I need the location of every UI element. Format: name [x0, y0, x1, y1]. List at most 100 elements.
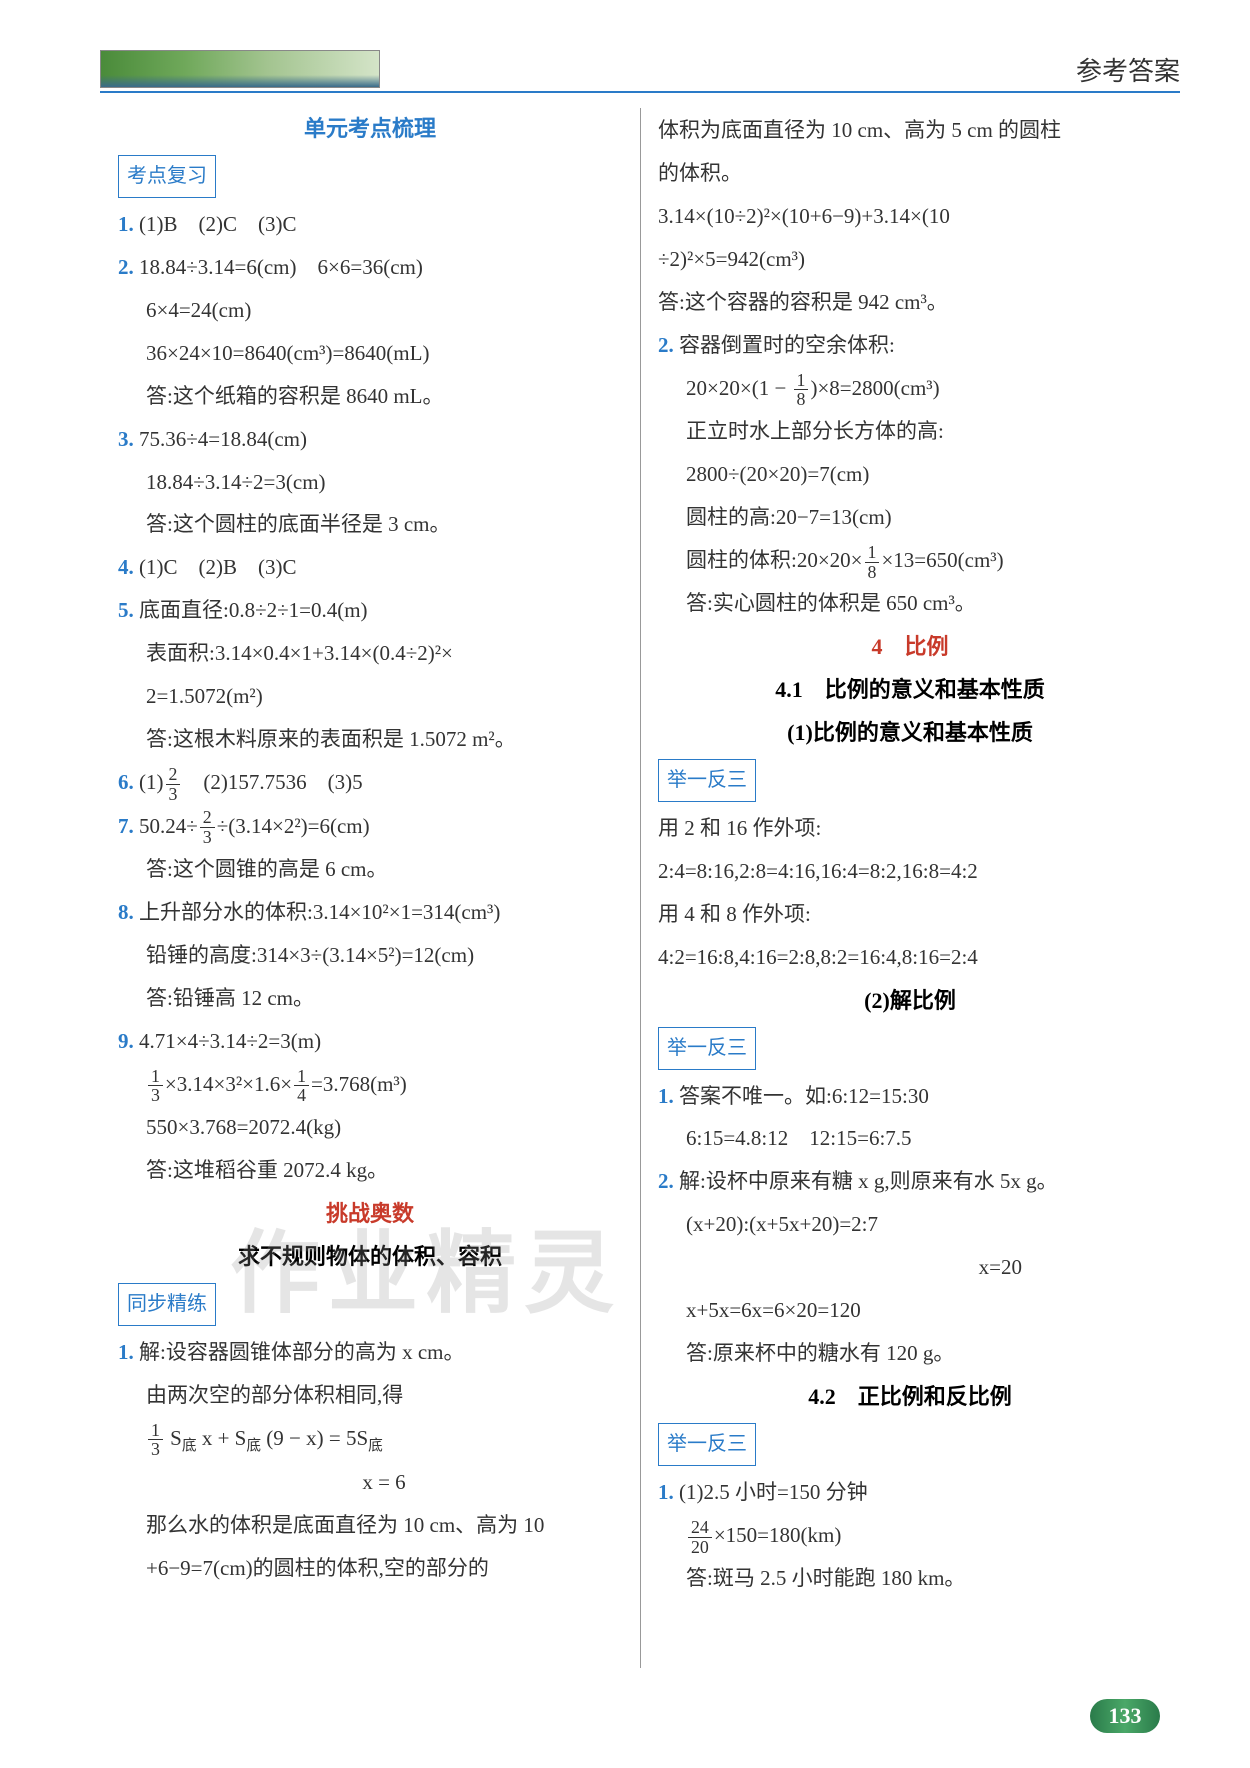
answer-line: 圆柱的体积:20×20×18×13=650(cm³) [658, 540, 1162, 581]
answer-line: 体积为底面直径为 10 cm、高为 5 cm 的圆柱 [658, 110, 1162, 151]
subchapter-title: 4.1 比例的意义和基本性质 [658, 669, 1162, 712]
answer-line: 5. 底面直径:0.8÷2÷1=0.4(m) [118, 590, 622, 631]
answer-line: 答:这堆稻谷重 2072.4 kg。 [118, 1150, 622, 1191]
page-number-badge: 133 [1090, 1699, 1160, 1733]
subchapter-sub: (1)比例的意义和基本性质 [658, 712, 1162, 755]
review-label: 考点复习 [118, 155, 216, 198]
right-column: 体积为底面直径为 10 cm、高为 5 cm 的圆柱 的体积。 3.14×(10… [640, 108, 1180, 1668]
answer-line: 答:这个圆柱的底面半径是 3 cm。 [118, 504, 622, 545]
answer-line: 6. (1)23 (2)157.7536 (3)5 [118, 762, 622, 803]
answer-line: 2. 解:设杯中原来有糖 x g,则原来有水 5x g。 [658, 1161, 1162, 1202]
answer-line: 3.14×(10÷2)²×(10+6−9)+3.14×(10 [658, 196, 1162, 237]
header-title: 参考答案 [1076, 51, 1180, 88]
challenge-title: 挑战奥数 [118, 1193, 622, 1236]
fraction: 13 [148, 1067, 163, 1105]
answer-line: 2:4=8:16,2:8=4:16,16:4=8:2,16:8=4:2 [658, 851, 1162, 892]
example-label: 举一反三 [658, 1423, 756, 1466]
answer-line: 那么水的体积是底面直径为 10 cm、高为 10 [118, 1505, 622, 1546]
answer-line: 答:实心圆柱的体积是 650 cm³。 [658, 583, 1162, 624]
answer-line: 1. 答案不唯一。如:6:12=15:30 [658, 1076, 1162, 1117]
subchapter-sub: (2)解比例 [658, 980, 1162, 1023]
fraction: 18 [794, 371, 809, 409]
answer-line: 6×4=24(cm) [118, 290, 622, 331]
answer-line: 答:斑马 2.5 小时能跑 180 km。 [658, 1558, 1162, 1599]
text: (1)C (2)B (3)C [139, 555, 296, 579]
text: 底面直径:0.8÷2÷1=0.4(m) [139, 598, 368, 622]
fraction: 23 [200, 808, 215, 846]
answer-line: 7. 50.24÷23÷(3.14×2²)=6(cm) [118, 806, 622, 847]
text: =3.768(m³) [311, 1072, 407, 1096]
answer-line: 9. 4.71×4÷3.14÷2=3(m) [118, 1021, 622, 1062]
answer-line: 36×24×10=8640(cm³)=8640(mL) [118, 333, 622, 374]
answer-line: 20×20×(1 − 18)×8=2800(cm³) [658, 368, 1162, 409]
answer-line: 2420×150=180(km) [658, 1515, 1162, 1556]
answer-line: 6:15=4.8:12 12:15=6:7.5 [658, 1118, 1162, 1159]
answer-line: 用 2 和 16 作外项: [658, 808, 1162, 849]
text: x + S [197, 1426, 247, 1450]
fraction: 23 [166, 765, 181, 803]
header-bar: 参考答案 [100, 50, 1180, 93]
answer-line: 8. 上升部分水的体积:3.14×10²×1=314(cm³) [118, 892, 622, 933]
answer-line: 2=1.5072(m²) [118, 676, 622, 717]
answer-line: 4. (1)C (2)B (3)C [118, 547, 622, 588]
text: (1) [139, 770, 164, 794]
text: 圆柱的体积:20×20× [686, 548, 863, 572]
text: 20×20× [686, 376, 752, 400]
answer-line: 2. 18.84÷3.14=6(cm) 6×6=36(cm) [118, 247, 622, 288]
answer-line: 圆柱的高:20−7=13(cm) [658, 497, 1162, 538]
answer-line: 答:铅锤高 12 cm。 [118, 978, 622, 1019]
section-title: 单元考点梳理 [118, 108, 622, 151]
answer-line: x = 6 [118, 1462, 622, 1503]
answer-line: (x+20):(x+5x+20)=2:7 [658, 1204, 1162, 1245]
text: 1 − [759, 376, 792, 400]
answer-line: 答:这个容器的容积是 942 cm³。 [658, 282, 1162, 323]
answer-line: 用 4 和 8 作外项: [658, 894, 1162, 935]
text: 解:设杯中原来有糖 x g,则原来有水 5x g。 [679, 1169, 1058, 1193]
column-divider [640, 108, 641, 1668]
answer-line: 正立时水上部分长方体的高: [658, 411, 1162, 452]
answer-line: 2800÷(20×20)=7(cm) [658, 454, 1162, 495]
answer-line: +6−9=7(cm)的圆柱的体积,空的部分的 [118, 1548, 622, 1589]
left-column: 单元考点梳理 考点复习 1. (1)B (2)C (3)C 2. 18.84÷3… [100, 108, 640, 1668]
text: ×8=2800(cm³) [817, 376, 939, 400]
text: 答案不唯一。如:6:12=15:30 [679, 1084, 929, 1108]
text: 75.36÷4=18.84(cm) [139, 427, 307, 451]
example-label: 举一反三 [658, 759, 756, 802]
answer-line: 的体积。 [658, 153, 1162, 194]
challenge-subtitle: 求不规则物体的体积、容积 [118, 1236, 622, 1279]
answer-line: 1. (1)B (2)C (3)C [118, 204, 622, 245]
text: (2)157.7536 (3)5 [182, 770, 362, 794]
answer-line: 2. 容器倒置时的空余体积: [658, 325, 1162, 366]
answer-line: x=20 [658, 1247, 1162, 1288]
text: ÷(3.14×2²)=6(cm) [217, 814, 370, 838]
answer-line: 铅锤的高度:314×3÷(3.14×5²)=12(cm) [118, 935, 622, 976]
text: 上升部分水的体积:3.14×10²×1=314(cm³) [139, 900, 500, 924]
answer-line: 答:这个纸箱的容积是 8640 mL。 [118, 376, 622, 417]
answer-line: 13 S底 x + S底 (9 − x) = 5S底 [118, 1418, 622, 1461]
text: 容器倒置时的空余体积: [679, 333, 895, 357]
sync-label: 同步精练 [118, 1283, 216, 1326]
text: 18.84÷3.14=6(cm) 6×6=36(cm) [139, 255, 423, 279]
fraction: 2420 [688, 1518, 712, 1556]
answer-line: 1. 解:设容器圆锥体部分的高为 x cm。 [118, 1332, 622, 1373]
text: (9 − x) = 5S [261, 1426, 368, 1450]
answer-line: ÷2)²×5=942(cm³) [658, 239, 1162, 280]
text: (1)2.5 小时=150 分钟 [679, 1480, 868, 1504]
answer-line: 4:2=16:8,4:16=2:8,8:2=16:4,8:16=2:4 [658, 937, 1162, 978]
fraction: 13 [148, 1421, 163, 1459]
banner-image [100, 50, 380, 88]
text: ×13=650(cm³) [881, 548, 1003, 572]
text: (1)B (2)C (3)C [139, 212, 296, 236]
content-columns: 单元考点梳理 考点复习 1. (1)B (2)C (3)C 2. 18.84÷3… [100, 108, 1180, 1668]
answer-line: 答:原来杯中的糖水有 120 g。 [658, 1333, 1162, 1374]
text: 50.24÷ [139, 814, 198, 838]
chapter-title: 4 比例 [658, 626, 1162, 669]
answer-line: 表面积:3.14×0.4×1+3.14×(0.4÷2)²× [118, 633, 622, 674]
answer-line: 3. 75.36÷4=18.84(cm) [118, 419, 622, 460]
fraction: 18 [865, 543, 880, 581]
answer-line: 由两次空的部分体积相同,得 [118, 1375, 622, 1416]
answer-line: 答:这个圆锥的高是 6 cm。 [118, 849, 622, 890]
answer-line: 18.84÷3.14÷2=3(cm) [118, 462, 622, 503]
example-label: 举一反三 [658, 1027, 756, 1070]
text: 解:设容器圆锥体部分的高为 x cm。 [139, 1340, 465, 1364]
